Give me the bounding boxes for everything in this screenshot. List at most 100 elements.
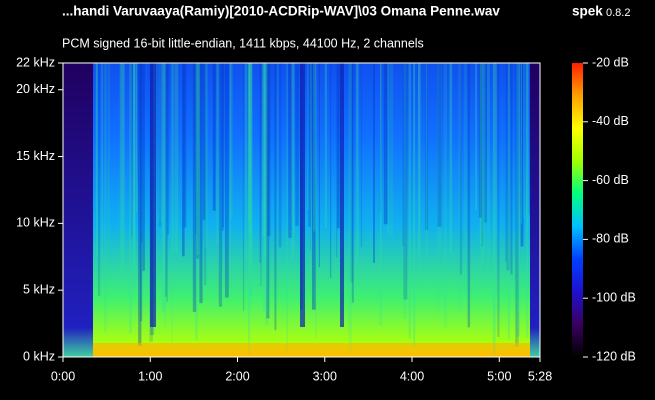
spectrum-streak xyxy=(133,63,136,274)
spectrum-streak xyxy=(510,63,513,275)
spectrum-streak xyxy=(306,63,310,211)
spectrum-streak xyxy=(436,63,440,314)
y-tick-label: 10 kHz xyxy=(16,216,55,230)
spectrum-streak xyxy=(221,63,224,231)
spectrum-streak xyxy=(507,63,510,340)
spectrum-streak xyxy=(135,63,138,212)
title: ...handi Varuvaaya(Ramiy)[2010-ACDRip-WA… xyxy=(62,4,500,19)
spectrum-streak xyxy=(166,63,168,302)
spectrum-streak xyxy=(101,63,103,258)
x-tick-label: 0:00 xyxy=(51,369,75,383)
spectrum-streak xyxy=(182,63,185,257)
spectrum-streak xyxy=(248,63,251,234)
spectrum-streak xyxy=(121,63,125,278)
spectrum-streak xyxy=(408,63,411,339)
spectrum-streak xyxy=(229,63,233,220)
spectrum-edge xyxy=(63,63,93,357)
spectrum-streak xyxy=(132,63,135,266)
spectrum-streak xyxy=(249,63,252,254)
spectrum-edge xyxy=(530,63,540,357)
spectrum-gap xyxy=(150,63,156,327)
spectrum-streak xyxy=(212,63,216,211)
spectrum-streak xyxy=(131,63,133,238)
spectrum-streak xyxy=(196,63,200,255)
spectrum-streak xyxy=(495,63,497,238)
spectrum-streak xyxy=(520,63,524,247)
spectrum-streak xyxy=(142,63,145,271)
spectrum-streak xyxy=(98,63,101,297)
spectrum-streak xyxy=(183,63,187,228)
spectrum-streak xyxy=(481,63,484,247)
spectrum-streak xyxy=(336,63,338,258)
spectrum-streak xyxy=(459,63,463,275)
spectrum-streak xyxy=(119,63,122,284)
spectrum-streak xyxy=(194,63,199,235)
spectrum-streak xyxy=(295,63,299,226)
spectrum-streak xyxy=(403,63,408,300)
spectrum-streak xyxy=(266,63,270,319)
spectrum-streak xyxy=(479,63,483,245)
spectrum-streak xyxy=(467,63,471,328)
spectrum-streak xyxy=(516,63,521,337)
spectrum-streak xyxy=(107,63,111,276)
y-tick-label: 22 kHz xyxy=(16,55,55,69)
spectrum-streak xyxy=(265,63,269,326)
spectrum-streak xyxy=(229,63,232,287)
spectrum-streak xyxy=(158,63,163,223)
spectrum-streak xyxy=(497,63,500,337)
spectrum-streak xyxy=(522,63,525,219)
spectrum-streak xyxy=(138,63,142,346)
spectrum-streak xyxy=(95,63,98,257)
x-tick-label: 3:00 xyxy=(313,369,337,383)
x-tick-label: 4:00 xyxy=(400,369,424,383)
x-tick-label: 1:00 xyxy=(138,369,162,383)
spectrum-streak xyxy=(277,63,279,296)
spectrum-streak xyxy=(418,63,421,288)
colorbar-tick-label: -120 dB xyxy=(592,349,636,363)
spectrum-streak xyxy=(260,63,262,287)
spectrum-gap xyxy=(340,63,344,327)
spectrum-streak xyxy=(158,63,161,227)
spectrum-streak xyxy=(167,63,169,235)
spectrum-streak xyxy=(402,63,404,247)
spectrum-streak xyxy=(263,63,267,312)
spectrum-streak xyxy=(248,63,251,354)
spectrum-streak xyxy=(505,63,507,262)
spectrum-streak xyxy=(139,63,143,322)
app-name: spek xyxy=(572,4,603,19)
spectrum-streak xyxy=(196,63,199,259)
spectrum-streak xyxy=(403,63,407,319)
y-tick-label: 20 kHz xyxy=(16,82,55,96)
spectrum-streak xyxy=(309,63,312,252)
spectrum-streak xyxy=(247,63,251,222)
spectrum-streak xyxy=(373,63,375,263)
spectrum-gap xyxy=(300,63,305,327)
spectrum-streak xyxy=(134,63,136,271)
spectrum-streak xyxy=(464,63,468,294)
spectrum-streak xyxy=(348,63,352,353)
spectrum-streak xyxy=(274,63,277,331)
app-version: 0.8.2 xyxy=(606,7,630,19)
spectrum-streak xyxy=(162,63,166,313)
spectrum-streak xyxy=(458,63,462,311)
spectrum-streak xyxy=(351,63,354,303)
spectrum-streak xyxy=(475,63,477,211)
spectrum-streak xyxy=(337,63,340,229)
spectrum-streak xyxy=(449,63,453,254)
spectrum-streak xyxy=(529,63,531,214)
spectrum-streak xyxy=(379,63,382,326)
spectrum-streak xyxy=(104,63,107,333)
y-tick-label: 0 kHz xyxy=(23,349,55,363)
spectrum-streak xyxy=(437,63,442,227)
spectrum-streak xyxy=(192,63,197,312)
spectrum-streak xyxy=(315,63,317,340)
spectrum-streak xyxy=(506,63,510,271)
spectrum-streak xyxy=(350,63,354,283)
y-tick-label: 15 kHz xyxy=(16,149,55,163)
spectrum-streak xyxy=(216,63,219,245)
spectrum-streak xyxy=(288,63,293,238)
spectrum-streak xyxy=(308,63,312,227)
spectrum-streak xyxy=(222,63,224,228)
spectrum-streak xyxy=(195,63,198,341)
spectrum-streak xyxy=(487,63,490,286)
